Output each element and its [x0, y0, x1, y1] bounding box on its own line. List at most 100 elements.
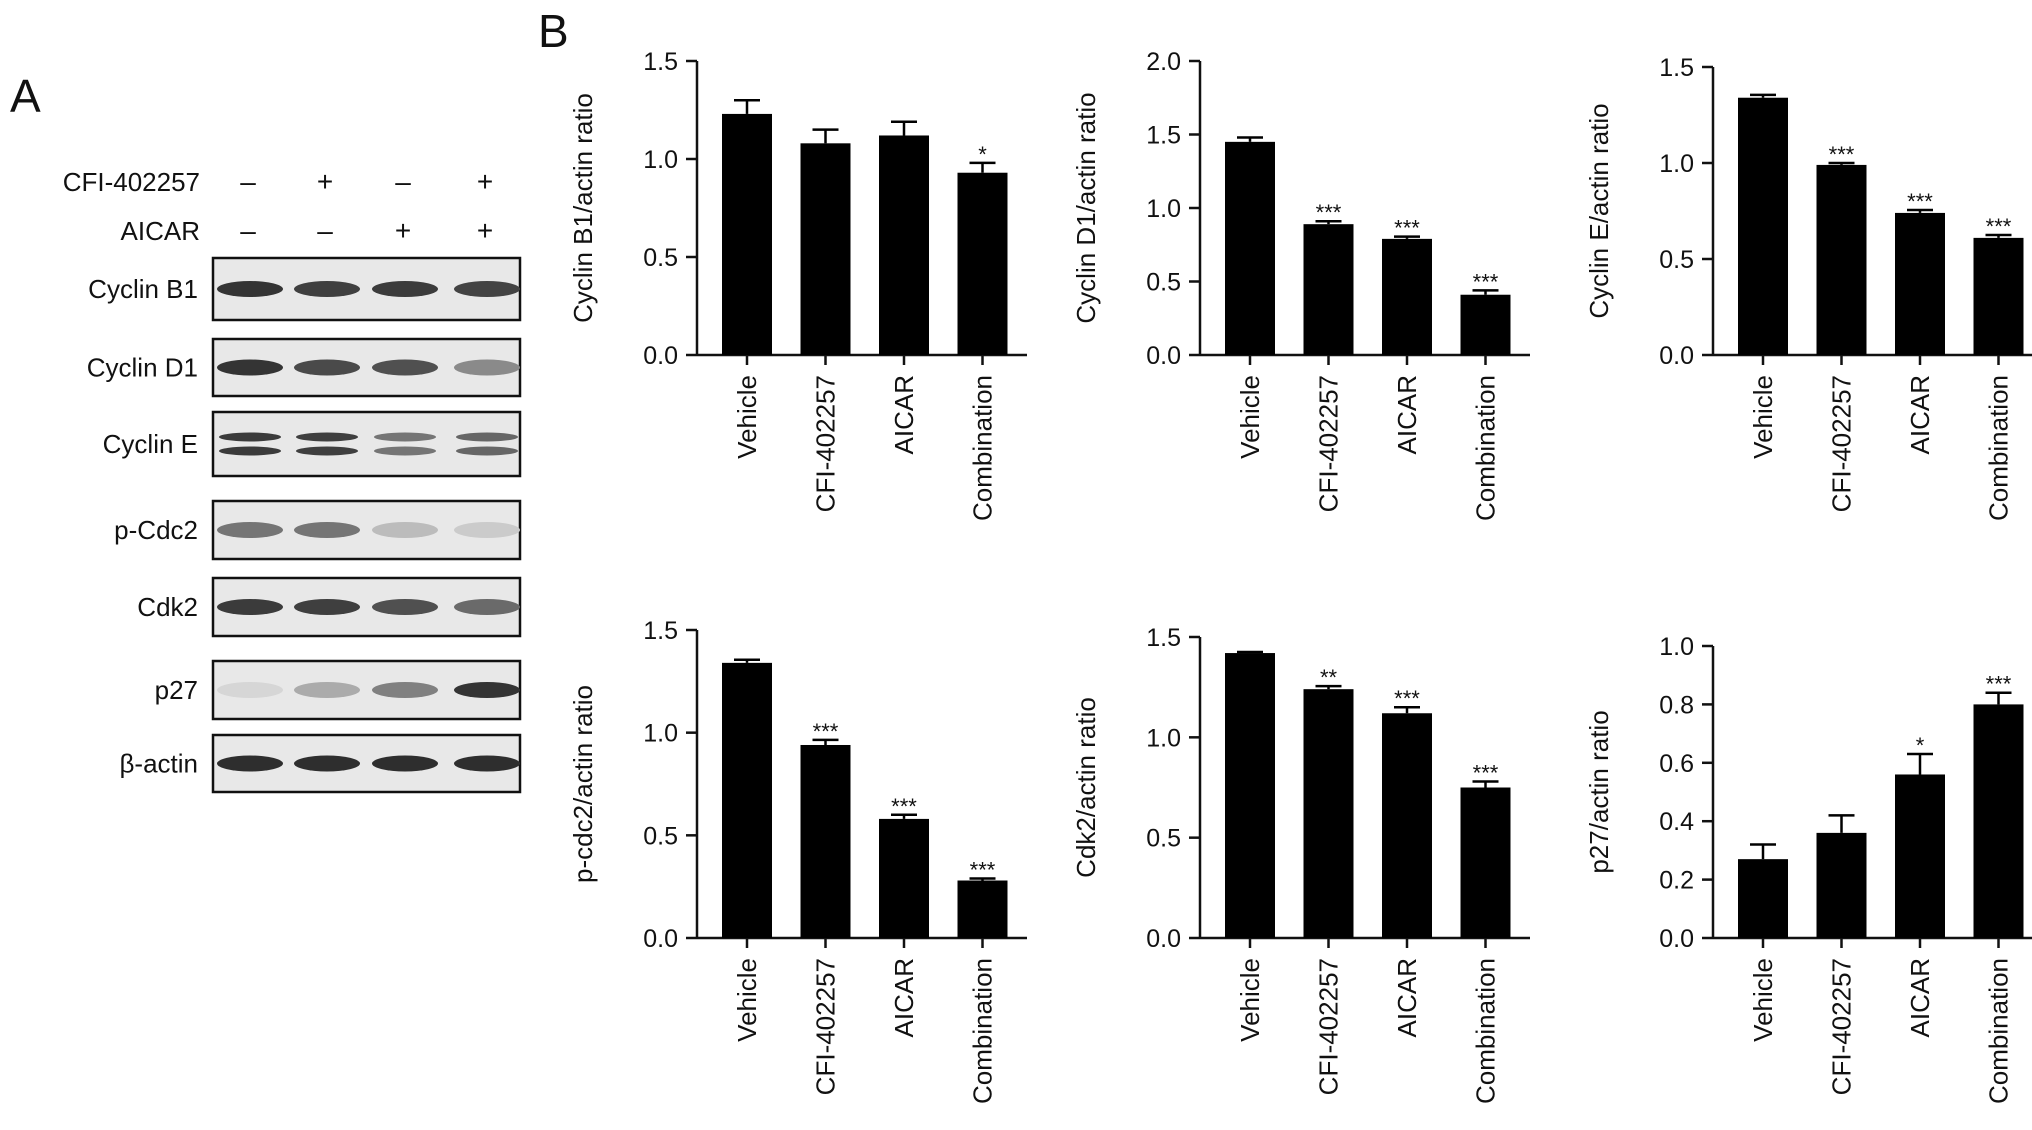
x-tick-label: Combination [1471, 375, 1501, 521]
blot-strip [211, 410, 522, 478]
x-tick-label: CFI-402257 [1314, 958, 1344, 1095]
significance-marker: *** [1907, 189, 1933, 214]
bar [1738, 97, 1788, 355]
blot-band [372, 599, 438, 615]
significance-marker: *** [813, 719, 839, 744]
y-tick-label: 1.0 [1659, 633, 1694, 661]
treatment-sign: + [395, 215, 411, 246]
bar [1973, 704, 2024, 938]
band-label: Cdk2 [137, 592, 198, 622]
x-tick-label: CFI-402257 [811, 958, 841, 1095]
significance-marker: *** [1986, 214, 2012, 239]
significance-marker: *** [1986, 672, 2012, 697]
band-label: Cyclin D1 [87, 353, 198, 383]
treatment-sign: + [317, 166, 333, 197]
y-tick-label: 0.4 [1659, 808, 1694, 836]
blot-band [217, 599, 283, 615]
significance-marker: *** [970, 857, 996, 882]
blot-band [454, 281, 520, 297]
x-tick-label: Combination [968, 958, 998, 1104]
blot-band [217, 281, 283, 297]
significance-marker: *** [891, 794, 917, 819]
bar [1816, 164, 1867, 355]
blot-band [454, 682, 520, 698]
treatment-sign: – [240, 215, 256, 246]
y-tick-label: 0.5 [1146, 269, 1181, 297]
bar [722, 662, 772, 938]
bar [1460, 787, 1511, 938]
treatment-sign: + [477, 215, 493, 246]
bar [1303, 689, 1354, 938]
x-tick-label: CFI-402257 [1314, 375, 1344, 512]
y-tick-label: 0.0 [643, 342, 678, 370]
y-tick-label: 1.5 [1146, 624, 1181, 652]
bar [1382, 238, 1432, 355]
x-tick-label: Combination [968, 375, 998, 521]
y-tick-label: 0.0 [1659, 925, 1694, 953]
panel-label-a: A [10, 70, 41, 122]
x-tick-label: Vehicle [732, 958, 762, 1042]
bar [1382, 713, 1432, 938]
blot-band [456, 432, 518, 442]
bar-charts-panel: 0.0 0.5 1.0 1.5 Cyclin B1/actin ratio Vehicle… [568, 48, 2032, 1104]
western-blot-panel: CFI-402257 – + – + AICAR – – + + Cyclin B1 Cyclin D… [63, 166, 522, 794]
blot-band [296, 432, 358, 442]
blot-band [294, 682, 360, 698]
band-label: Cyclin E [103, 429, 198, 459]
blot-band [454, 755, 520, 772]
blot-band [372, 522, 438, 538]
y-tick-label: 0.5 [643, 244, 678, 272]
y-tick-label: 0.0 [643, 925, 678, 953]
treatment-sign: – [240, 166, 256, 197]
blot-band [296, 446, 358, 456]
y-tick-label: 0.5 [1146, 825, 1181, 853]
blot-band [454, 522, 520, 538]
y-axis-label: Cyclin D1/actin ratio [1071, 92, 1101, 323]
blot-band [454, 599, 520, 615]
bar-chart: 0.0 0.5 1.0 1.5 Cyclin B1/actin ratio Vehicle… [568, 48, 1027, 521]
blot-band [294, 522, 360, 538]
bar [800, 143, 851, 355]
y-tick-label: 1.0 [1659, 150, 1694, 178]
significance-marker: * [978, 142, 987, 167]
x-tick-label: CFI-402257 [1827, 958, 1857, 1095]
y-tick-label: 0.5 [1659, 246, 1694, 274]
band-label: β-actin [119, 749, 198, 779]
treatment-sign: – [317, 215, 333, 246]
blot-band [294, 755, 360, 772]
y-tick-label: 1.0 [643, 146, 678, 174]
blot-band [372, 281, 438, 297]
x-tick-label: Vehicle [1748, 375, 1778, 459]
x-tick-label: Vehicle [1748, 958, 1778, 1042]
bar [800, 744, 851, 938]
treatment-sign: + [477, 166, 493, 197]
band-label: Cyclin B1 [88, 274, 198, 304]
bar [879, 818, 929, 938]
bar [1816, 832, 1867, 938]
blot-band [456, 446, 518, 456]
y-tick-label: 1.0 [1146, 724, 1181, 752]
blot-band [294, 599, 360, 615]
significance-marker: *** [1473, 760, 1499, 785]
y-tick-label: 0.5 [643, 822, 678, 850]
y-tick-label: 0.0 [1659, 342, 1694, 370]
panel-label-b: B [538, 5, 569, 57]
blot-band [374, 446, 436, 456]
band-label: p-Cdc2 [114, 515, 198, 545]
blot-band [217, 755, 283, 772]
y-tick-label: 0.2 [1659, 867, 1694, 895]
y-tick-label: 2.0 [1146, 48, 1181, 76]
x-tick-label: Vehicle [732, 375, 762, 459]
x-tick-label: AICAR [1392, 958, 1422, 1037]
x-tick-label: Vehicle [1235, 958, 1265, 1042]
significance-marker: *** [1394, 216, 1420, 241]
bar-chart: 0.0 0.5 1.0 1.5 2.0 Cyclin D1/actin ratio Vehi… [1071, 48, 1530, 521]
y-tick-label: 0.0 [1146, 342, 1181, 370]
x-tick-label: Vehicle [1235, 375, 1265, 459]
blot-band [454, 359, 520, 376]
y-tick-label: 1.5 [1146, 122, 1181, 150]
y-axis-label: Cdk2/actin ratio [1071, 697, 1101, 878]
y-tick-label: 1.5 [1659, 54, 1694, 82]
treatment-label: AICAR [121, 216, 200, 246]
